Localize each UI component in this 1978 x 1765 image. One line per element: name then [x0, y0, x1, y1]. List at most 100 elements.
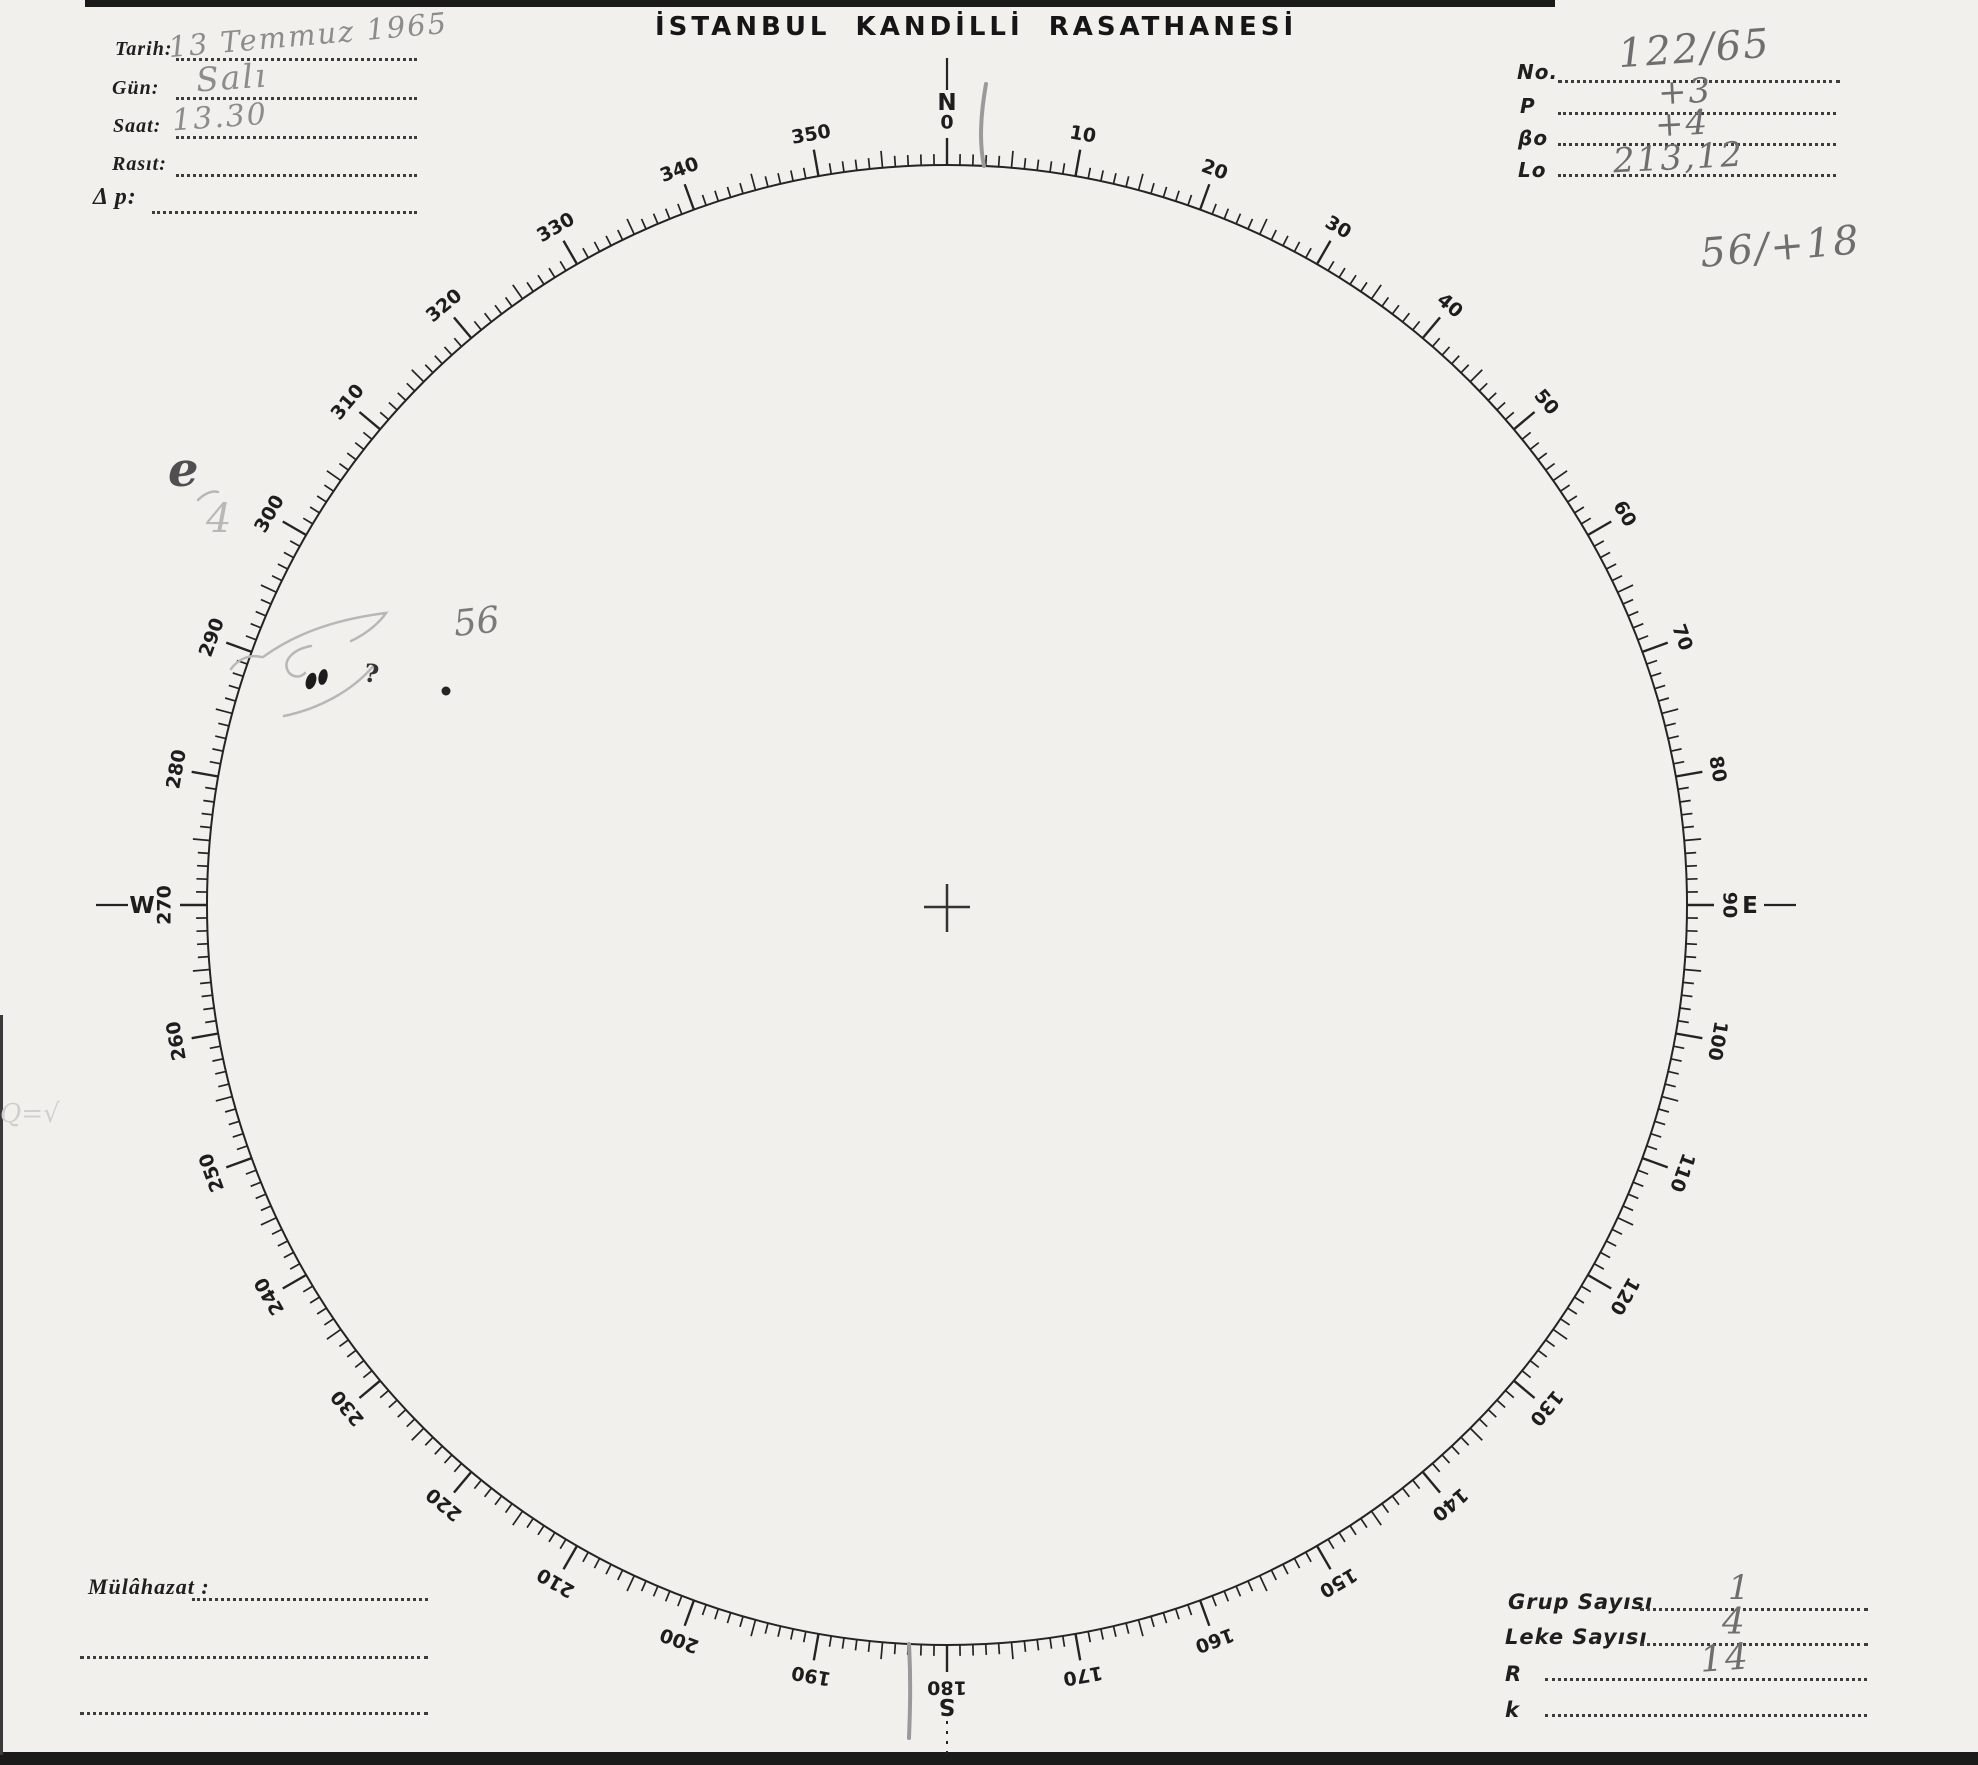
dial-tick — [1552, 470, 1568, 482]
dial-tick — [984, 1643, 988, 1656]
dial-tick — [1580, 517, 1592, 525]
limb-note-e: e — [168, 442, 199, 498]
dial-tick — [358, 1379, 381, 1399]
tarih-label: Tarih: — [115, 38, 173, 60]
r-line — [1545, 1678, 1867, 1681]
dial-tick — [548, 267, 556, 278]
dial-tick — [245, 635, 257, 641]
remarks-line-2 — [80, 1656, 428, 1659]
no-label: No. — [1517, 60, 1559, 84]
dial-tick — [434, 355, 443, 365]
gun-line — [176, 97, 417, 100]
dial-tick — [1100, 170, 1104, 182]
dial-tick — [197, 851, 209, 855]
dial-tick — [1150, 1616, 1155, 1628]
dial-tick — [880, 1642, 884, 1660]
dial-tick — [1513, 411, 1536, 431]
dial-tick — [443, 346, 453, 356]
dial-tick — [1593, 540, 1605, 547]
delta-p-line — [152, 211, 417, 214]
dial-tick — [1451, 355, 1460, 365]
dial-tick — [283, 1251, 295, 1259]
dial-tick — [1235, 213, 1242, 225]
p-line — [1558, 112, 1836, 115]
dial-tick — [726, 186, 732, 198]
dial-degree-label: 280 — [162, 748, 191, 791]
dial-tick — [1670, 748, 1682, 752]
dial-degree-label: 220 — [422, 1483, 467, 1525]
dial-tick — [828, 1635, 833, 1647]
dial-degree-label: 10 — [1068, 121, 1098, 147]
remarks-line-1 — [192, 1598, 428, 1601]
dial-degree-label: 200 — [657, 1623, 702, 1657]
dial-tick — [504, 296, 513, 307]
dial-tick — [1370, 284, 1382, 300]
dial-tick — [1412, 320, 1421, 331]
dial-tick — [1421, 316, 1441, 339]
dial-tick — [1349, 274, 1357, 285]
dial-tick — [250, 622, 262, 629]
dial-tick — [1617, 1216, 1634, 1226]
dial-tick — [406, 382, 416, 392]
dial-tick — [453, 1471, 473, 1494]
dial-tick — [1587, 520, 1612, 537]
dial-tick — [228, 1120, 240, 1126]
bo-label: βo — [1518, 126, 1549, 150]
dial-tick — [1675, 1032, 1703, 1040]
p-label: P — [1520, 94, 1536, 118]
remarks-label: Mülâhazat : — [88, 1574, 210, 1599]
lo-line — [1558, 174, 1836, 177]
dial-tick — [1478, 1418, 1488, 1428]
dial-degree-label: 60 — [1608, 497, 1640, 531]
dial-tick — [677, 1595, 683, 1607]
dial-tick — [1529, 1359, 1540, 1369]
dial-tick — [652, 213, 659, 225]
dial-tick — [841, 1637, 845, 1649]
dial-tick — [212, 748, 224, 752]
dial-tick — [1667, 1070, 1679, 1075]
dial-tick — [1646, 1145, 1658, 1151]
dial-tick — [483, 312, 493, 323]
dial-tick — [1087, 1631, 1092, 1643]
dial-tick — [346, 452, 357, 461]
dial-tick — [854, 159, 858, 171]
dial-tick — [790, 1628, 794, 1640]
dial-tick — [1174, 1608, 1180, 1620]
scan-left-edge — [0, 1015, 3, 1755]
dial-tick — [1223, 208, 1230, 220]
dial-tick — [224, 697, 236, 702]
dial-tick — [1611, 575, 1623, 582]
dial-tick — [1247, 218, 1254, 230]
edge-note: Q=√ — [0, 1099, 60, 1129]
dial-degree-label: 120 — [1605, 1273, 1644, 1318]
center-cross — [924, 884, 970, 932]
dial-tick — [494, 304, 503, 315]
dial-tick — [218, 1083, 230, 1088]
dial-tick — [1537, 452, 1548, 461]
dial-tick — [1125, 176, 1130, 188]
dial-degree-label: 240 — [250, 1273, 289, 1318]
dial-tick — [1010, 150, 1014, 168]
dial-tick — [1641, 1156, 1669, 1169]
dial-tick — [1682, 981, 1694, 985]
dial-tick — [323, 484, 334, 492]
dial-tick — [880, 150, 884, 168]
dial-degree-label: 40 — [1433, 289, 1467, 323]
dial-label-270: 270 — [154, 885, 176, 925]
dial-tick — [338, 462, 349, 471]
dial-tick — [453, 1462, 463, 1473]
dial-tick — [228, 684, 240, 690]
dial-tick — [434, 1445, 443, 1455]
dial-tick — [526, 281, 534, 292]
dial-tick — [1661, 1095, 1679, 1102]
dial-degree-label: 300 — [250, 491, 289, 536]
dial-tick — [1258, 218, 1268, 235]
dial-tick — [582, 1551, 589, 1563]
dial-tick — [260, 1205, 272, 1212]
dial-tick — [664, 1590, 671, 1602]
pencil-scribble — [261, 611, 389, 659]
dial-tick — [200, 825, 212, 829]
dial-tick — [201, 812, 213, 816]
dial-tick — [1658, 697, 1670, 702]
